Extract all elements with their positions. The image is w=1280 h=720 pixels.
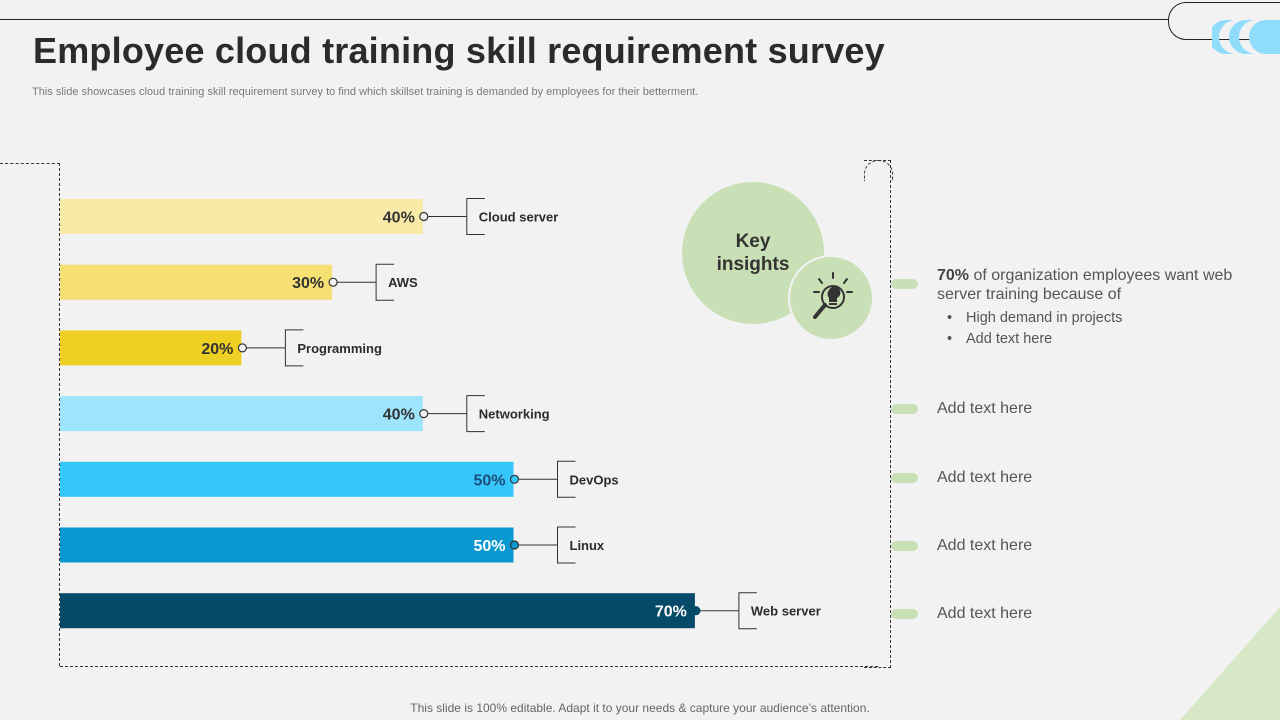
key-insights-title: Key insights (716, 231, 790, 275)
bar-category-label: DevOps (570, 472, 619, 487)
bar (60, 330, 242, 366)
bar-end-dot (509, 540, 520, 550)
bar-value-label: 50% (473, 472, 505, 489)
insight-item: Add text here (937, 537, 1033, 554)
bar-category-label: AWS (388, 275, 418, 290)
page-title: Employee cloud training skill requiremen… (33, 30, 885, 71)
insight-marker (891, 404, 918, 414)
insight-marker (891, 609, 918, 619)
bar-bracket (466, 198, 485, 235)
bar-value-label: 50% (473, 538, 505, 555)
bar-end-dot (509, 474, 520, 484)
frame-left-dash (59, 163, 60, 666)
bar-end-dot (419, 211, 429, 222)
insight-bullet-list: High demand in projects Add text here (947, 308, 1122, 350)
bar-end-dot (419, 409, 429, 419)
frame-right-dash (864, 160, 891, 668)
bar-category-label: Linux (570, 538, 605, 553)
bar (60, 527, 514, 563)
bar-value-label: 30% (292, 275, 324, 292)
bar-category-label: Cloud server (479, 210, 558, 225)
insight-marker (891, 541, 918, 551)
insight-main-body: of organization employees want web serve… (937, 267, 1233, 303)
frame-bottom-dash (60, 666, 878, 667)
bar-end-dot (237, 343, 247, 353)
bar-bracket (466, 395, 485, 433)
page-subtitle: This slide showcases cloud training skil… (32, 86, 699, 98)
bar (60, 264, 333, 300)
insight-item: Add text here (937, 469, 1033, 486)
insight-item: Add text here (937, 605, 1033, 622)
bar-bracket (738, 592, 757, 630)
corner-triangle-decoration (1180, 607, 1280, 720)
bar-category-label: Networking (479, 407, 550, 422)
header-rule (0, 19, 1175, 20)
bar-end-dot (691, 606, 701, 616)
bar-end-dot (328, 277, 338, 287)
bar-value-label: 40% (383, 407, 415, 424)
bar-bracket (557, 460, 576, 498)
insight-bullet: Add text here (947, 329, 1122, 350)
insight-main-text: 70% of organization employees want web s… (937, 266, 1247, 304)
bar-value-label: 40% (383, 210, 415, 227)
bar-value-label: 20% (201, 341, 233, 358)
insight-highlight: 70% (937, 267, 970, 284)
insight-item: Add text here (937, 400, 1033, 417)
insight-marker (891, 473, 918, 483)
bar (60, 199, 423, 234)
bar-bracket (375, 263, 395, 301)
bar-category-label: Programming (297, 341, 382, 356)
bar-value-label: 70% (655, 604, 687, 621)
skill-bar-chart: 40% Cloud server 30% AWS 20% Programming 40% Ne… (60, 198, 821, 630)
bar-bracket (557, 526, 576, 564)
bulb-magnifier-icon (813, 272, 853, 319)
footer-note: This slide is 100% editable. Adapt it to… (410, 701, 870, 715)
bar (60, 593, 695, 629)
bar-category-label: Web server (751, 604, 821, 619)
bar-bracket (284, 329, 304, 367)
insight-bullet: High demand in projects (947, 308, 1122, 329)
bar (60, 461, 514, 497)
frame-top-left-dash (0, 163, 60, 164)
bar (60, 396, 423, 432)
insight-marker (891, 279, 918, 289)
chevron-decoration-icon (1212, 20, 1280, 54)
